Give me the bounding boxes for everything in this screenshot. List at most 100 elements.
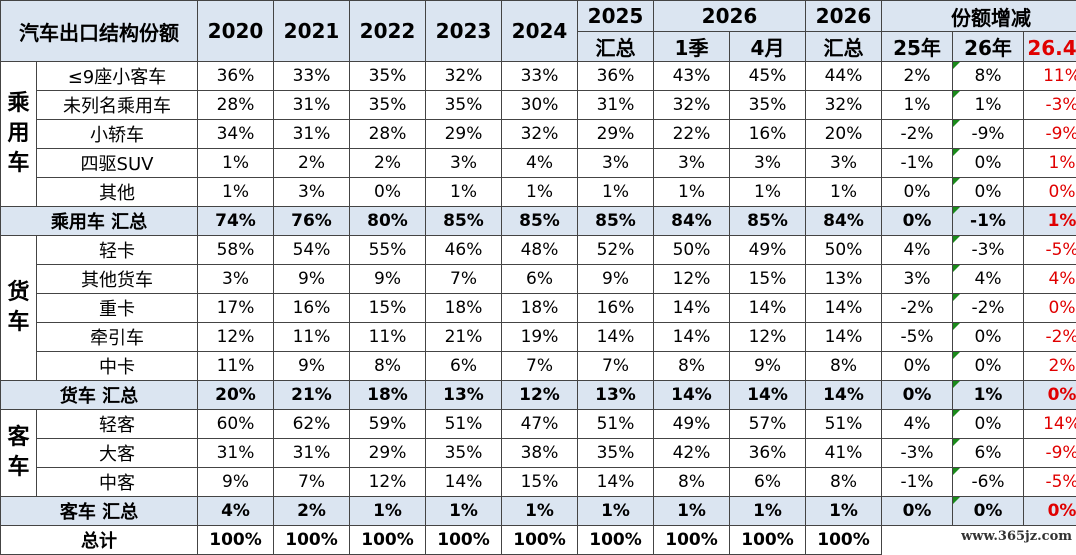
value-cell: 18%	[350, 381, 426, 410]
header-2021: 2021	[274, 1, 350, 62]
value-cell: 3%	[654, 149, 730, 178]
header-2025-top: 2025	[578, 1, 654, 32]
value-cell: 3%	[730, 149, 806, 178]
value-cell: 13%	[806, 265, 882, 294]
value-cell: 62%	[274, 410, 350, 439]
value-cell: 0%	[882, 497, 953, 526]
value-cell: 85%	[578, 207, 654, 236]
value-cell: 28%	[198, 91, 274, 120]
table-title: 汽车出口结构份额	[1, 1, 198, 62]
value-cell: 51%	[578, 410, 654, 439]
value-cell: 4%	[1024, 265, 1076, 294]
value-cell: 1%	[1024, 149, 1076, 178]
value-cell: 14%	[1024, 410, 1076, 439]
value-cell: 1%	[730, 497, 806, 526]
value-cell: 6%	[730, 468, 806, 497]
value-cell: 32%	[806, 91, 882, 120]
header-2026: 2026	[654, 1, 806, 32]
value-cell: 14%	[654, 294, 730, 323]
value-cell: 9%	[198, 468, 274, 497]
value-cell: 0%	[882, 178, 953, 207]
value-cell: 1%	[426, 497, 502, 526]
value-cell: 100%	[502, 526, 578, 555]
value-cell: 0%	[953, 149, 1024, 178]
value-cell: 6%	[953, 439, 1024, 468]
value-cell: 84%	[654, 207, 730, 236]
value-cell: 21%	[274, 381, 350, 410]
value-cell: 1%	[654, 178, 730, 207]
value-cell: 0%	[1024, 178, 1076, 207]
value-cell: 15%	[730, 265, 806, 294]
header-c25: 25年	[882, 32, 953, 62]
value-cell: 1%	[578, 178, 654, 207]
value-cell: 31%	[578, 91, 654, 120]
value-cell: 31%	[198, 439, 274, 468]
value-cell: 74%	[198, 207, 274, 236]
value-cell: 30%	[502, 91, 578, 120]
value-cell: 38%	[502, 439, 578, 468]
value-cell: 47%	[502, 410, 578, 439]
value-cell: 18%	[502, 294, 578, 323]
value-cell: 14%	[806, 381, 882, 410]
watermark: www.365jz.com	[961, 529, 1072, 544]
value-cell: 12%	[198, 323, 274, 352]
header-2024: 2024	[502, 1, 578, 62]
value-cell: 35%	[578, 439, 654, 468]
value-cell: 4%	[953, 265, 1024, 294]
value-cell: 2%	[350, 149, 426, 178]
empty-cell	[882, 526, 953, 555]
value-cell: 3%	[578, 149, 654, 178]
value-cell: 18%	[426, 294, 502, 323]
value-cell: 9%	[274, 352, 350, 381]
value-cell: 100%	[198, 526, 274, 555]
value-cell: -5%	[882, 323, 953, 352]
value-cell: 15%	[502, 468, 578, 497]
value-cell: 3%	[426, 149, 502, 178]
value-cell: 100%	[806, 526, 882, 555]
value-cell: 1%	[730, 178, 806, 207]
value-cell: 1%	[502, 497, 578, 526]
value-cell: 1%	[806, 178, 882, 207]
value-cell: -1%	[953, 207, 1024, 236]
value-cell: 100%	[426, 526, 502, 555]
value-cell: 4%	[198, 497, 274, 526]
value-cell: 16%	[578, 294, 654, 323]
value-cell: 0%	[953, 178, 1024, 207]
value-cell: 13%	[426, 381, 502, 410]
value-cell: 100%	[730, 526, 806, 555]
value-cell: 48%	[502, 236, 578, 265]
value-cell: -5%	[1024, 468, 1076, 497]
value-cell: 59%	[350, 410, 426, 439]
header-2022: 2022	[350, 1, 426, 62]
value-cell: 33%	[274, 62, 350, 91]
value-cell: 0%	[953, 410, 1024, 439]
value-cell: 4%	[882, 410, 953, 439]
value-cell: 1%	[426, 178, 502, 207]
value-cell: 46%	[426, 236, 502, 265]
value-cell: 49%	[654, 410, 730, 439]
row-label: 四驱SUV	[37, 149, 198, 178]
value-cell: 3%	[198, 265, 274, 294]
value-cell: 9%	[350, 265, 426, 294]
value-cell: 8%	[654, 468, 730, 497]
value-cell: 11%	[198, 352, 274, 381]
value-cell: -2%	[882, 120, 953, 149]
value-cell: 9%	[730, 352, 806, 381]
row-label: 其他	[37, 178, 198, 207]
value-cell: -3%	[1024, 91, 1076, 120]
row-label: 大客	[37, 439, 198, 468]
header-2020: 2020	[198, 1, 274, 62]
value-cell: 14%	[578, 323, 654, 352]
value-cell: 3%	[274, 178, 350, 207]
header-2026b-bottom: 汇总	[806, 32, 882, 62]
value-cell: 60%	[198, 410, 274, 439]
value-cell: 57%	[730, 410, 806, 439]
value-cell: -5%	[1024, 236, 1076, 265]
value-cell: 14%	[806, 294, 882, 323]
value-cell: 1%	[502, 178, 578, 207]
